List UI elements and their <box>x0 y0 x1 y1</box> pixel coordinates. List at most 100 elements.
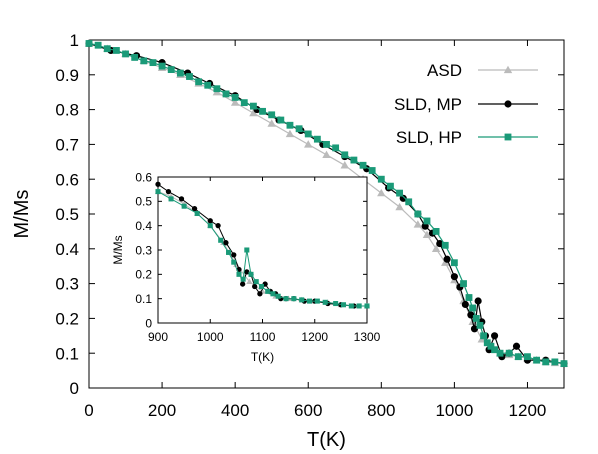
inset-point-square <box>299 297 305 303</box>
legend-label: SLD, MP <box>394 95 462 114</box>
main-point-triangle <box>267 119 276 127</box>
inset-y-tick-label: 0.4 <box>135 219 152 233</box>
inset-x-axis-title: T(K) <box>251 350 274 364</box>
inset-point-square <box>322 299 328 305</box>
main-x-tick-label: 0 <box>84 401 93 420</box>
main-point-square <box>533 356 541 364</box>
main-point-circle <box>461 300 469 309</box>
inset-series-line-2 <box>157 191 367 307</box>
inset-point-square <box>270 291 276 297</box>
inset-point-square <box>291 296 297 302</box>
main-point-square <box>140 57 148 65</box>
inset-y-tick-label: 0.5 <box>135 195 152 209</box>
inset-point-circle <box>191 205 198 212</box>
main-point-square <box>542 358 550 366</box>
inset-point-square <box>240 276 246 282</box>
inset-point-circle <box>207 218 213 224</box>
inset-x-tick-label: 900 <box>148 330 168 344</box>
inset-point-square <box>207 223 213 229</box>
main-point-triangle <box>431 244 441 252</box>
main-point-square <box>149 59 157 67</box>
main-point-triangle <box>422 230 432 239</box>
inset-y-tick-label: 0.2 <box>135 268 152 282</box>
main-point-circle <box>474 297 482 305</box>
main-point-square <box>414 210 422 218</box>
main-point-square <box>277 116 285 124</box>
main-point-square <box>167 66 175 73</box>
inset-point-circle <box>215 223 221 229</box>
inset-y-tick-label: 0.3 <box>135 243 152 257</box>
main-point-triangle <box>285 129 295 138</box>
main-point-triangle <box>304 140 313 148</box>
main-y-axis-title: M/Ms <box>11 190 33 239</box>
main-point-square <box>476 321 484 329</box>
main-point-square <box>313 135 321 143</box>
main-point-square <box>250 102 257 110</box>
inset-point-square <box>314 298 320 304</box>
main-point-square <box>487 342 495 350</box>
main-point-square <box>222 90 230 98</box>
main-point-circle <box>467 311 475 319</box>
inset-point-square <box>226 249 232 255</box>
inset-point-circle <box>240 281 246 287</box>
inset-x-tick-label: 1100 <box>250 330 276 344</box>
main-point-square <box>432 227 440 235</box>
main-point-square <box>332 144 340 152</box>
main-y-tick-label: 0.5 <box>55 205 79 224</box>
main-y-tick-label: 0.9 <box>55 66 79 85</box>
main-point-circle <box>470 325 479 333</box>
main-point-circle <box>436 240 444 248</box>
main-point-triangle <box>322 150 331 159</box>
main-point-square <box>186 73 193 80</box>
inset-point-square <box>333 301 339 307</box>
main-point-circle <box>421 222 429 230</box>
inset-point-square <box>265 288 271 294</box>
inset-point-square <box>236 271 242 277</box>
main-point-square <box>213 85 221 93</box>
inset-point-circle <box>155 181 161 187</box>
main-point-square <box>295 125 303 133</box>
main-point-circle <box>399 194 407 202</box>
main-point-square <box>496 349 504 357</box>
main-point-triangle <box>340 161 349 169</box>
main-point-square <box>472 314 480 322</box>
main-y-tick-label: 0.8 <box>55 101 79 120</box>
main-y-tick-label: 0.1 <box>55 344 79 363</box>
inset-point-square <box>181 203 187 209</box>
main-point-square <box>158 62 166 70</box>
inset-point-circle <box>223 240 229 246</box>
main-x-tick-label: 800 <box>367 401 395 420</box>
inset-x-tick-label: 1000 <box>197 330 224 344</box>
inset-point-square <box>258 283 264 290</box>
main-point-square <box>286 121 294 129</box>
main-x-tick-label: 600 <box>294 401 322 420</box>
main-point-square <box>491 346 498 354</box>
main-point-square <box>441 241 449 249</box>
inset-point-square <box>194 210 200 217</box>
main-point-square <box>423 217 431 225</box>
main-point-square <box>560 360 568 368</box>
main-y-tick-label: 0 <box>70 379 79 398</box>
main-point-square <box>304 130 312 138</box>
main-point-square <box>341 151 349 159</box>
inset-point-square <box>356 303 362 309</box>
legend-marker-square <box>504 133 512 141</box>
main-series-line-1 <box>88 42 565 365</box>
inset-y-tick-label: 0 <box>145 316 152 330</box>
main-point-square <box>505 349 513 357</box>
inset-point-square <box>231 259 237 265</box>
inset-point-square <box>348 303 354 309</box>
main-point-circle <box>491 332 499 340</box>
inset-point-square <box>307 298 313 304</box>
main-point-square <box>176 69 184 77</box>
main-y-tick-label: 0.7 <box>55 136 79 155</box>
main-point-square <box>259 107 266 115</box>
inset-point-square <box>253 279 259 285</box>
legend-label: SLD, HP <box>396 128 462 147</box>
main-point-square <box>323 140 330 148</box>
main-y-tick-label: 0.6 <box>55 170 79 189</box>
main-point-square <box>122 50 129 58</box>
inset-point-circle <box>178 196 185 202</box>
inset-y-tick-label: 0.1 <box>135 292 152 306</box>
